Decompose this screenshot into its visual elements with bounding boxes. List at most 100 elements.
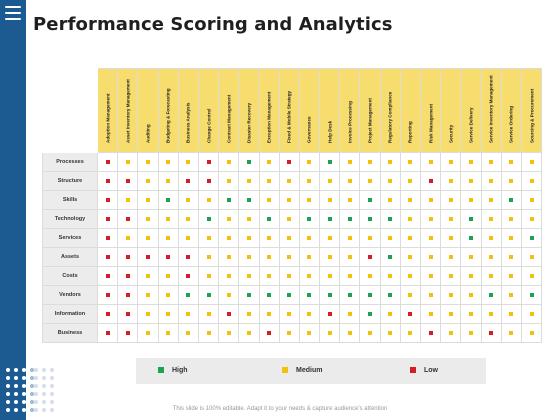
score-cell	[258, 304, 280, 324]
score-cell	[359, 171, 381, 191]
score-marker	[408, 159, 413, 164]
score-marker	[368, 292, 373, 297]
score-cell	[359, 190, 381, 210]
score-cell	[278, 304, 300, 324]
score-cell	[480, 285, 502, 305]
score-marker	[388, 311, 393, 316]
score-cell	[379, 152, 401, 172]
score-marker	[206, 273, 211, 278]
legend-medium-swatch	[282, 367, 288, 373]
score-cell	[339, 323, 361, 343]
score-marker	[347, 254, 352, 259]
score-cell	[278, 228, 300, 248]
score-marker	[145, 197, 150, 202]
score-marker	[509, 273, 514, 278]
score-marker	[327, 178, 332, 183]
score-marker	[186, 254, 191, 259]
score-marker	[105, 311, 110, 316]
menu-icon[interactable]	[5, 6, 21, 20]
score-cell	[480, 152, 502, 172]
score-marker	[105, 159, 110, 164]
score-cell	[298, 209, 321, 229]
score-cell	[339, 266, 361, 286]
score-cell	[480, 171, 502, 191]
score-cell	[500, 266, 522, 286]
score-marker	[307, 235, 312, 240]
score-cell	[238, 323, 260, 343]
score-marker	[287, 197, 292, 202]
score-marker	[186, 235, 191, 240]
score-cell	[137, 152, 159, 172]
score-marker	[428, 216, 433, 221]
score-marker	[145, 216, 150, 221]
score-cell	[197, 171, 220, 191]
score-cell	[379, 247, 401, 267]
score-marker	[267, 197, 272, 202]
score-marker	[226, 292, 231, 297]
score-cell	[96, 190, 119, 210]
score-cell	[298, 228, 321, 248]
score-marker	[226, 311, 231, 316]
score-marker	[509, 311, 514, 316]
score-cell	[500, 285, 522, 305]
score-cell	[319, 285, 341, 305]
score-cell	[117, 171, 139, 191]
table-row: Processes	[42, 152, 543, 172]
score-cell	[419, 247, 442, 267]
score-marker	[468, 330, 473, 335]
score-cell	[480, 228, 502, 248]
score-marker	[529, 330, 534, 335]
score-marker	[509, 197, 514, 202]
score-marker	[468, 235, 473, 240]
column-header: Service Delivery	[460, 68, 482, 153]
score-cell	[480, 209, 502, 229]
score-marker	[347, 311, 352, 316]
score-cell	[177, 323, 199, 343]
column-header: Reporting	[399, 68, 422, 153]
score-cell	[117, 209, 139, 229]
score-cell	[440, 266, 462, 286]
score-cell	[520, 285, 543, 305]
score-marker	[489, 197, 494, 202]
score-marker	[186, 311, 191, 316]
score-marker	[388, 330, 393, 335]
row-header: Business	[42, 323, 98, 343]
score-marker	[529, 311, 534, 316]
score-marker	[267, 216, 272, 221]
column-header-label: Disaster Recovery	[246, 102, 252, 143]
score-marker	[327, 273, 332, 278]
score-cell	[197, 323, 220, 343]
score-cell	[419, 209, 442, 229]
score-cell	[500, 171, 522, 191]
score-marker	[145, 178, 150, 183]
score-marker	[529, 159, 534, 164]
column-header: Project Management	[359, 68, 381, 153]
score-cell	[117, 228, 139, 248]
column-header-label: Budgeting & Forecasting	[165, 88, 171, 143]
score-cell	[96, 171, 119, 191]
score-marker	[206, 216, 211, 221]
score-cell	[399, 285, 422, 305]
score-marker	[388, 292, 393, 297]
score-marker	[166, 197, 171, 202]
column-header: Business Analysis	[177, 68, 199, 153]
score-cell	[460, 171, 482, 191]
legend-high: High	[158, 367, 188, 374]
column-header-label: Invoice Processing	[347, 101, 353, 143]
score-cell	[117, 247, 139, 267]
score-marker	[166, 216, 171, 221]
score-cell	[218, 285, 240, 305]
score-marker	[226, 159, 231, 164]
column-header-label: Service Inventory Management	[488, 75, 494, 143]
score-cell	[298, 152, 321, 172]
score-marker	[105, 292, 110, 297]
column-header: Auditing	[137, 68, 159, 153]
score-marker	[145, 330, 150, 335]
score-cell	[117, 304, 139, 324]
score-marker	[347, 178, 352, 183]
score-cell	[480, 323, 502, 343]
score-marker	[125, 178, 130, 183]
score-cell	[359, 304, 381, 324]
column-header: Governance	[298, 68, 321, 153]
score-cell	[218, 266, 240, 286]
